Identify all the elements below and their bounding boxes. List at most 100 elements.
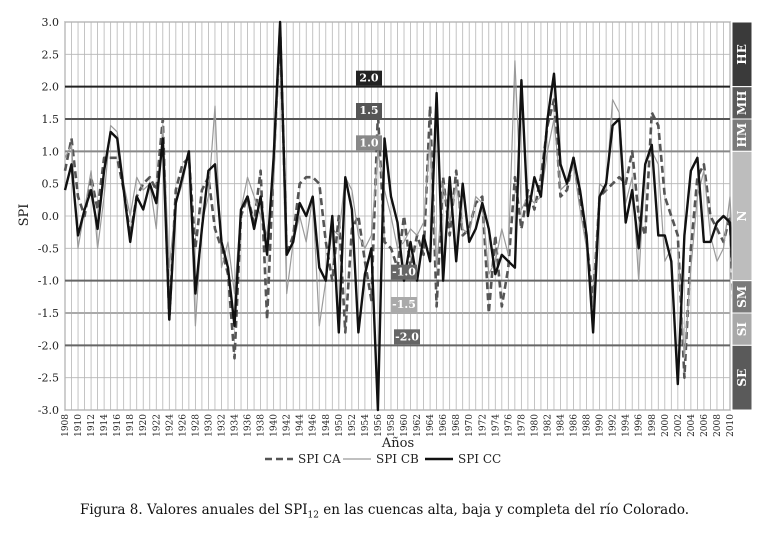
reference-label: -2.0 <box>395 330 419 343</box>
reference-label-box <box>356 103 382 118</box>
legend: SPI CA SPI CB SPI CC <box>265 452 501 466</box>
x-tick-label: 1958 <box>387 414 397 437</box>
x-tick-label: 1934 <box>231 414 241 437</box>
x-tick-label: 1984 <box>556 414 566 437</box>
x-tick-label: 1986 <box>570 414 580 437</box>
reference-label-box <box>391 264 417 280</box>
x-tick-label: 1956 <box>374 414 384 437</box>
x-tick-label: 1948 <box>322 414 332 437</box>
x-tick-label: 1996 <box>635 414 645 437</box>
reference-lines <box>65 85 730 347</box>
x-tick-label: 1912 <box>87 414 97 437</box>
x-tick-label: 1938 <box>257 414 267 437</box>
category-band-label: HE <box>735 44 749 64</box>
y-tick-label: 1.0 <box>42 145 60 158</box>
reference-labels: 2.0 1.5 1.0 -1.0 -1.5 -2.0 <box>356 70 420 345</box>
x-tick-label: 1982 <box>543 414 553 437</box>
x-tick-label: 1990 <box>596 414 606 437</box>
y-tick-label: -1.5 <box>38 307 59 320</box>
category-band-label: N <box>735 210 749 221</box>
x-tick-label: 1920 <box>139 414 149 437</box>
y-tick-label: -3.0 <box>38 404 59 417</box>
x-tick-label: 1908 <box>61 414 71 437</box>
x-tick-label: 1966 <box>439 414 449 437</box>
reference-label-box <box>394 329 420 345</box>
x-tick-label: 1976 <box>504 414 514 437</box>
x-tick-label: 1988 <box>583 414 593 437</box>
x-tick-label: 1926 <box>178 414 188 437</box>
category-band-label: SE <box>735 369 749 387</box>
x-tick-label: 1946 <box>309 414 319 437</box>
x-tick-label: 1994 <box>622 414 632 437</box>
caption-subscript: 12 <box>307 510 319 521</box>
x-tick-label: 1960 <box>400 414 410 437</box>
x-tick-label: 2002 <box>674 414 684 437</box>
y-tick-label: 3.0 <box>42 16 60 29</box>
x-axis-title: Años <box>381 436 414 451</box>
x-tick-label: 1944 <box>296 414 306 437</box>
x-tick-label: 1942 <box>283 414 293 437</box>
y-tick-label: 1.5 <box>42 113 60 126</box>
x-tick-label: 1968 <box>452 414 462 437</box>
x-tick-label: 2004 <box>687 414 697 437</box>
y-tick-label: 0.0 <box>42 210 60 223</box>
category-band-label: HM <box>735 123 749 148</box>
x-tick-label: 1998 <box>648 414 658 437</box>
reference-label: -1.5 <box>392 298 416 311</box>
x-tick-label: 1918 <box>126 414 136 437</box>
category-band <box>731 344 753 411</box>
reference-label-box <box>356 70 382 86</box>
caption-prefix: Figura 8. Valores anuales del SPI <box>79 502 308 518</box>
x-tick-label: 1978 <box>517 414 527 437</box>
reference-label: 1.0 <box>359 136 378 149</box>
x-tick-label: 1992 <box>609 414 619 437</box>
x-tick-label: 1954 <box>361 414 371 437</box>
x-tick-label: 1922 <box>152 414 162 437</box>
x-tick-label: 1952 <box>348 414 358 437</box>
legend-label: SPI CB <box>376 452 419 466</box>
caption-suffix: en las cuencas alta, baja y completa del… <box>318 502 690 518</box>
reference-label: -1.0 <box>392 266 416 279</box>
reference-label: 2.0 <box>359 72 378 85</box>
x-tick-label: 1916 <box>113 414 123 437</box>
y-axis-title: SPI <box>17 204 32 227</box>
x-tick-label: 1914 <box>100 414 110 437</box>
y-tick-label: 0.5 <box>42 178 60 191</box>
x-tick-label: 1950 <box>335 414 345 437</box>
legend-label: SPI CC <box>458 452 501 466</box>
x-tick-label: 1928 <box>191 414 201 437</box>
x-tick-label: 1930 <box>204 414 214 437</box>
x-tick-label: 1932 <box>217 414 227 437</box>
category-band-label: SI <box>735 322 749 337</box>
reference-label: 1.5 <box>359 104 378 117</box>
x-tick-label: 1970 <box>465 414 475 437</box>
reference-label-box <box>356 135 382 151</box>
x-tick-label: 2000 <box>661 414 671 437</box>
y-axis-ticks: 3.0 2.5 2.0 1.5 1.0 0.5 0.0 -0.5 -1.0 -1.5 -2.0 -2.… <box>38 16 59 417</box>
y-tick-label: 2.0 <box>42 81 60 94</box>
x-tick-label: 1936 <box>244 414 254 437</box>
y-tick-label: 2.5 <box>42 48 60 61</box>
y-tick-label: -2.5 <box>38 372 59 385</box>
y-tick-label: -2.0 <box>38 339 59 352</box>
reference-label-box <box>391 297 417 312</box>
category-band-label: MH <box>735 91 749 116</box>
x-tick-label: 1972 <box>478 414 488 437</box>
x-tick-label: 1964 <box>426 414 436 437</box>
spi-chart: 2.0 1.5 1.0 -1.0 -1.5 -2.0 HE MH HM N SM SI SE 3.0 2… <box>17 16 753 466</box>
x-tick-label: 1974 <box>491 414 501 437</box>
x-tick-label: 2010 <box>726 414 736 437</box>
category-band-label: SM <box>735 286 749 308</box>
x-tick-label: 2008 <box>713 414 723 437</box>
series-layer <box>63 20 738 412</box>
x-tick-label: 1940 <box>270 414 280 437</box>
x-tick-label: 1962 <box>413 414 423 437</box>
x-tick-label: 1910 <box>74 414 84 437</box>
series-line-spi-cc <box>63 20 738 412</box>
y-tick-label: -0.5 <box>38 242 59 255</box>
x-tick-label: 1980 <box>530 414 540 437</box>
x-tick-label: 1924 <box>165 414 175 437</box>
category-bands: HE MH HM N SM SI SE <box>731 21 753 411</box>
figure-caption: Figura 8. Valores anuales del SPI12 en l… <box>0 502 769 521</box>
legend-label: SPI CA <box>298 452 341 466</box>
